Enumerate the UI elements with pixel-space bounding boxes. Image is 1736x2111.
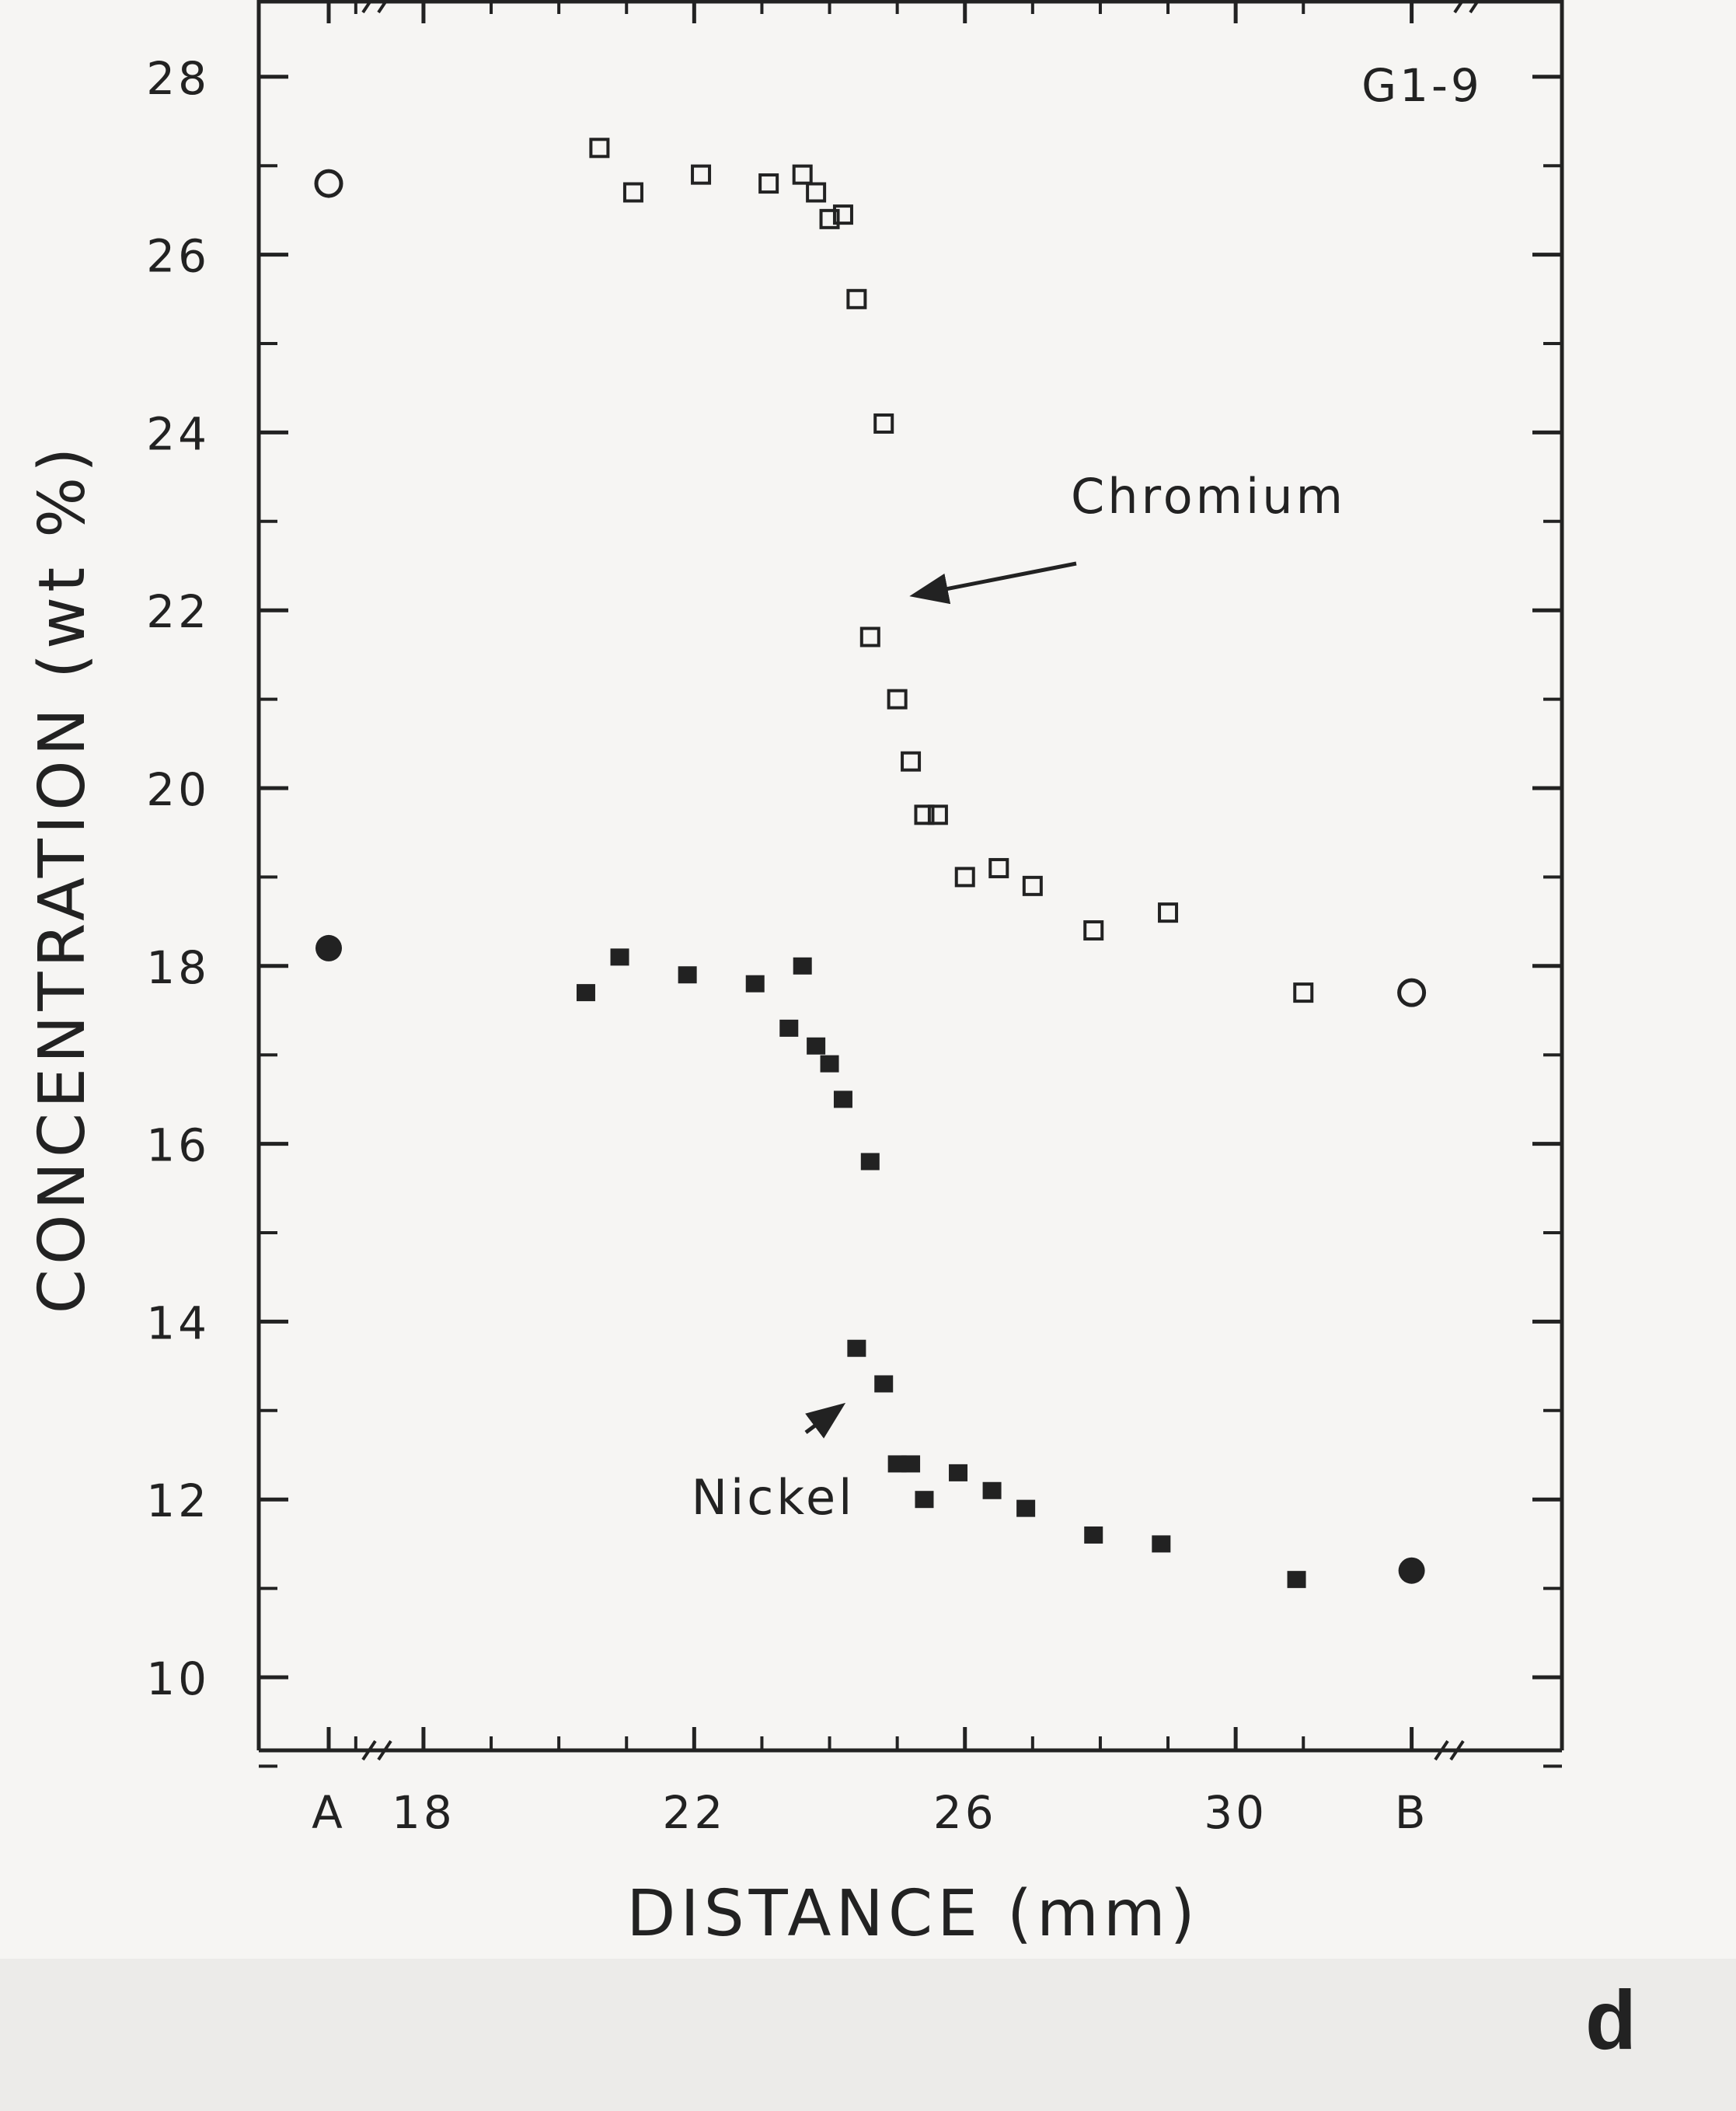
nickel-point: [793, 957, 812, 975]
endpoint-cr-point: [1397, 978, 1427, 1007]
panel-id-label: G1-9: [1361, 59, 1483, 112]
axis-break-stroke: [377, 1739, 392, 1761]
axis-break-mark: [361, 0, 389, 14]
chromium-point: [622, 182, 643, 203]
nickel-point: [949, 1464, 968, 1481]
x-tick-label: 30: [1204, 1786, 1267, 1839]
chromium-point: [873, 413, 894, 434]
y-tick-label: 18: [146, 941, 210, 994]
nickel-point: [982, 1481, 1002, 1499]
chromium-point: [806, 182, 827, 203]
x-axis-title: DISTANCE (mm): [626, 1877, 1199, 1951]
chromium-point: [846, 288, 867, 309]
y-axis-ticks: 10 12 14 16 18 20 22 24 26 28: [146, 52, 1562, 1768]
chromium-point: [859, 626, 880, 647]
series-chromium: [589, 138, 1314, 1003]
chromium-point: [1293, 982, 1314, 1003]
chromium-point: [691, 164, 712, 185]
chromium-label: Chromium: [1071, 468, 1346, 525]
axis-break-mark: [1434, 1739, 1465, 1761]
chromium-point: [954, 867, 975, 888]
y-tick-label: 22: [146, 585, 210, 638]
nickel-arrow: [804, 1402, 846, 1439]
nickel-point: [915, 1491, 934, 1509]
nickel-point: [678, 966, 697, 984]
x-tick-label: 18: [392, 1786, 455, 1839]
y-axis-title: CONCENTRATION (wt %): [26, 443, 99, 1314]
axis-break-mark: [1453, 0, 1481, 14]
nickel-point: [847, 1339, 866, 1357]
nickel-point: [901, 1455, 921, 1473]
chromium-point: [927, 804, 948, 825]
axis-break-stroke: [1469, 0, 1481, 14]
axis-break-stroke: [1449, 1739, 1465, 1761]
endpoint-ni-point: [1398, 1557, 1425, 1584]
panel-letter: d: [1585, 1973, 1637, 2067]
chromium-point: [887, 689, 908, 710]
chromium-point: [1158, 902, 1179, 923]
y-tick-label: 24: [146, 407, 210, 460]
nickel-point: [779, 1019, 799, 1037]
nickel-point: [1287, 1571, 1306, 1589]
nickel-point: [745, 975, 765, 993]
nickel-point: [807, 1037, 826, 1055]
y-tick-label: 26: [146, 230, 210, 283]
chromium-point: [589, 138, 610, 159]
y-tick-label: 10: [146, 1652, 210, 1705]
chromium-arrow: [909, 561, 1077, 605]
nickel-point: [820, 1055, 839, 1073]
paper-background: [0, 0, 1736, 1959]
endpoint-cr-point: [314, 169, 343, 198]
series-endpoint-cr: [314, 169, 1427, 1007]
x-tick-label: 26: [933, 1786, 997, 1839]
series-nickel: [576, 948, 1306, 1589]
chromium-point: [819, 208, 840, 229]
axis-break-stroke: [1434, 1739, 1449, 1761]
nickel-point: [874, 1375, 894, 1393]
axis-break-stroke: [377, 0, 389, 14]
axis-break-mark: [361, 1739, 392, 1761]
plot-frame: [256, 0, 1564, 1761]
nickel-point: [1016, 1499, 1036, 1517]
axis-break-stroke: [361, 0, 374, 14]
nickel-point: [576, 984, 595, 1002]
chromium-point: [1022, 875, 1043, 896]
chromium-point: [988, 857, 1009, 878]
nickel-point: [1152, 1535, 1171, 1553]
nickel-point: [860, 1153, 880, 1171]
x-axis-ticks: A 18 22 26 30 B: [312, 0, 1429, 1839]
chromium-point: [901, 751, 922, 772]
axis-break-stroke: [361, 1739, 377, 1761]
y-tick-label: 16: [146, 1119, 210, 1172]
nickel-label: Nickel: [692, 1469, 856, 1526]
chromium-point: [792, 164, 813, 185]
nickel-point: [610, 948, 629, 966]
x-tick-label: B: [1395, 1786, 1429, 1839]
y-tick-label: 20: [146, 763, 210, 816]
y-tick-label: 28: [146, 52, 210, 105]
endpoint-ni-point: [315, 934, 342, 961]
chromium-point: [1083, 920, 1104, 941]
nickel-point: [833, 1090, 852, 1108]
chromium-point: [832, 204, 853, 225]
chromium-point: [758, 173, 779, 194]
data-points: [314, 138, 1427, 1589]
chromium-point: [914, 804, 935, 825]
y-tick-label: 12: [146, 1474, 210, 1527]
nickel-point: [1084, 1526, 1103, 1544]
x-tick-label: 22: [662, 1786, 726, 1839]
page-footer: [0, 1959, 1736, 2111]
x-tick-label: A: [312, 1786, 346, 1839]
annotations: Chromium Nickel: [692, 468, 1346, 1526]
axis-break-stroke: [1453, 0, 1466, 14]
series-endpoint-ni: [315, 934, 1425, 1584]
y-tick-label: 14: [146, 1296, 210, 1349]
